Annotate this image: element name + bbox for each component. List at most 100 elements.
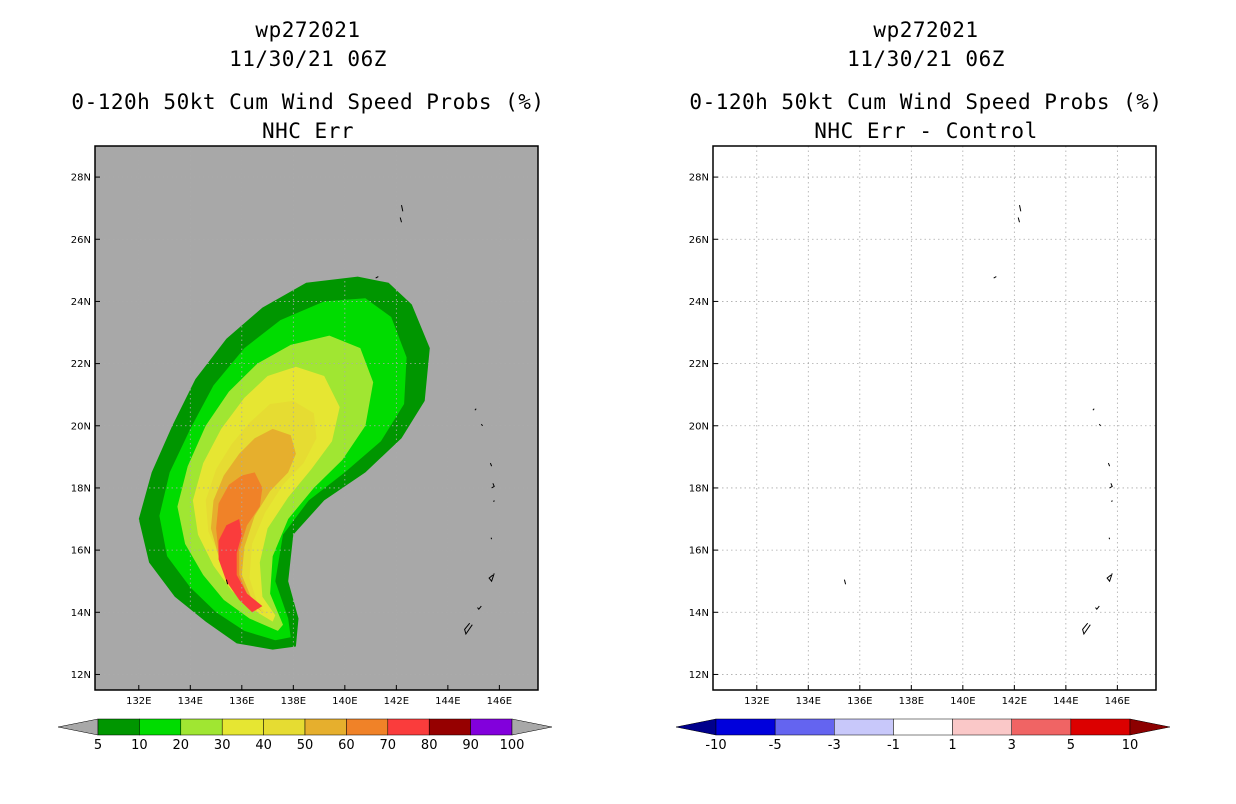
y-tick-label: 28N	[689, 173, 709, 184]
y-tick-label: 26N	[71, 235, 91, 246]
x-tick-label: 140E	[332, 696, 357, 707]
island-coastline	[464, 622, 473, 636]
colorbar-label: 60	[338, 738, 355, 753]
colorbar-swatch	[139, 718, 182, 736]
colorbar-swatch	[1070, 718, 1131, 736]
island-coastline	[1111, 500, 1113, 503]
x-tick-label: 146E	[1105, 696, 1130, 707]
colorbar-swatch	[304, 718, 347, 736]
island-coastline	[1082, 622, 1091, 636]
colorbar-high-extend	[1129, 718, 1171, 736]
colorbar-label: -10	[705, 738, 726, 753]
y-tick-label: 16N	[71, 546, 91, 557]
colorbar-swatch	[97, 718, 140, 736]
colorbar-swatch	[715, 718, 776, 736]
island-coastline	[1108, 537, 1111, 540]
y-tick-label: 18N	[71, 483, 91, 494]
y-tick-label: 16N	[689, 546, 709, 557]
colorbar-high-extend	[511, 718, 553, 736]
x-tick-label: 136E	[847, 696, 872, 707]
y-tick-label: 12N	[71, 670, 91, 681]
colorbar-label: 70	[380, 738, 397, 753]
colorbar-label: 50	[297, 738, 314, 753]
x-tick-label: 132E	[744, 696, 769, 707]
colorbar-label: 10	[1122, 738, 1139, 753]
x-tick-label: 142E	[1002, 696, 1027, 707]
colorbar-label: -1	[887, 738, 900, 753]
colorbar-swatch	[180, 718, 223, 736]
colorbar-label: -3	[828, 738, 841, 753]
y-tick-label: 20N	[689, 421, 709, 432]
island-coastline	[1107, 462, 1111, 467]
x-tick-label: 132E	[126, 696, 151, 707]
colorbar-swatch	[952, 718, 1012, 736]
island-coastline	[401, 204, 404, 212]
plot-frame	[94, 145, 539, 691]
x-tick-label: 134E	[796, 696, 821, 707]
colorbar-label: 5	[1067, 738, 1075, 753]
x-tick-label: 144E	[1053, 696, 1078, 707]
y-tick-label: 24N	[71, 297, 91, 308]
island-coastline	[1098, 423, 1101, 427]
y-tick-label: 20N	[71, 421, 91, 432]
y-tick-label: 22N	[689, 359, 709, 370]
colorbar-swatch	[774, 718, 835, 736]
chart-title-subtitle: NHC Err - Control	[814, 119, 1038, 143]
colorbar-label: 90	[462, 738, 479, 753]
colorbar-swatch	[834, 718, 894, 736]
x-tick-label: 138E	[899, 696, 924, 707]
chart-title-storm-id: wp272021	[255, 18, 361, 42]
right-chart-panel: wp272021 11/30/21 06Z 0-120h 50kt Cum Wi…	[618, 0, 1236, 804]
chart-title-subtitle: NHC Err	[261, 119, 354, 143]
x-tick-label: 146E	[487, 696, 512, 707]
x-tick-label: 142E	[384, 696, 409, 707]
colorbar-label: 30	[214, 738, 231, 753]
island-coastline	[1017, 217, 1020, 223]
island-coastline	[225, 579, 229, 585]
contour-level-70	[218, 519, 263, 613]
island-coastline	[493, 500, 495, 503]
plot-background	[713, 146, 1156, 690]
colorbar-low-extend	[57, 718, 99, 736]
colorbar-label: 5	[94, 738, 102, 753]
island-coastline	[1095, 605, 1100, 610]
island-coastline	[375, 276, 379, 279]
island-coastline	[993, 276, 997, 279]
colorbar-label: 20	[173, 738, 190, 753]
colorbar-label: 100	[500, 738, 525, 753]
x-tick-label: 136E	[229, 696, 254, 707]
y-tick-label: 14N	[71, 608, 91, 619]
colorbar-label: 80	[421, 738, 438, 753]
wind-probability-map: 132E 134E 136E 138E 140E 142E 144E 146E 12N 14N 16…	[57, 145, 553, 753]
colorbar-swatch	[893, 718, 953, 736]
colorbar-low-extend	[675, 718, 717, 736]
colorbar-label: 1	[948, 738, 956, 753]
y-tick-label: 18N	[689, 483, 709, 494]
island-coastline	[477, 605, 482, 610]
chart-title-datetime: 11/30/21 06Z	[229, 47, 387, 71]
island-coastline	[488, 573, 495, 583]
colorbar-swatch	[263, 718, 306, 736]
colorbar-label: 3	[1008, 738, 1016, 753]
y-tick-label: 24N	[689, 297, 709, 308]
island-coastline	[1019, 204, 1022, 212]
colorbar-swatch	[346, 718, 389, 736]
x-tick-label: 138E	[281, 696, 306, 707]
island-coastline	[480, 423, 483, 427]
island-coastline	[1106, 573, 1113, 583]
island-coastline	[491, 483, 495, 489]
island-coastline	[399, 217, 402, 223]
colorbar-swatch	[387, 718, 430, 736]
island-coastline	[1109, 483, 1113, 489]
island-coastline	[1092, 408, 1095, 411]
island-coastline	[489, 462, 493, 467]
island-coastline	[490, 537, 493, 540]
y-tick-label: 14N	[689, 608, 709, 619]
y-tick-label: 12N	[689, 670, 709, 681]
chart-title-datetime: 11/30/21 06Z	[847, 47, 1005, 71]
colorbar-swatch	[470, 718, 513, 736]
colorbar-swatch	[1011, 718, 1072, 736]
colorbar-label: 10	[131, 738, 148, 753]
colorbar-label: 40	[255, 738, 272, 753]
plot-frame	[712, 145, 1157, 691]
